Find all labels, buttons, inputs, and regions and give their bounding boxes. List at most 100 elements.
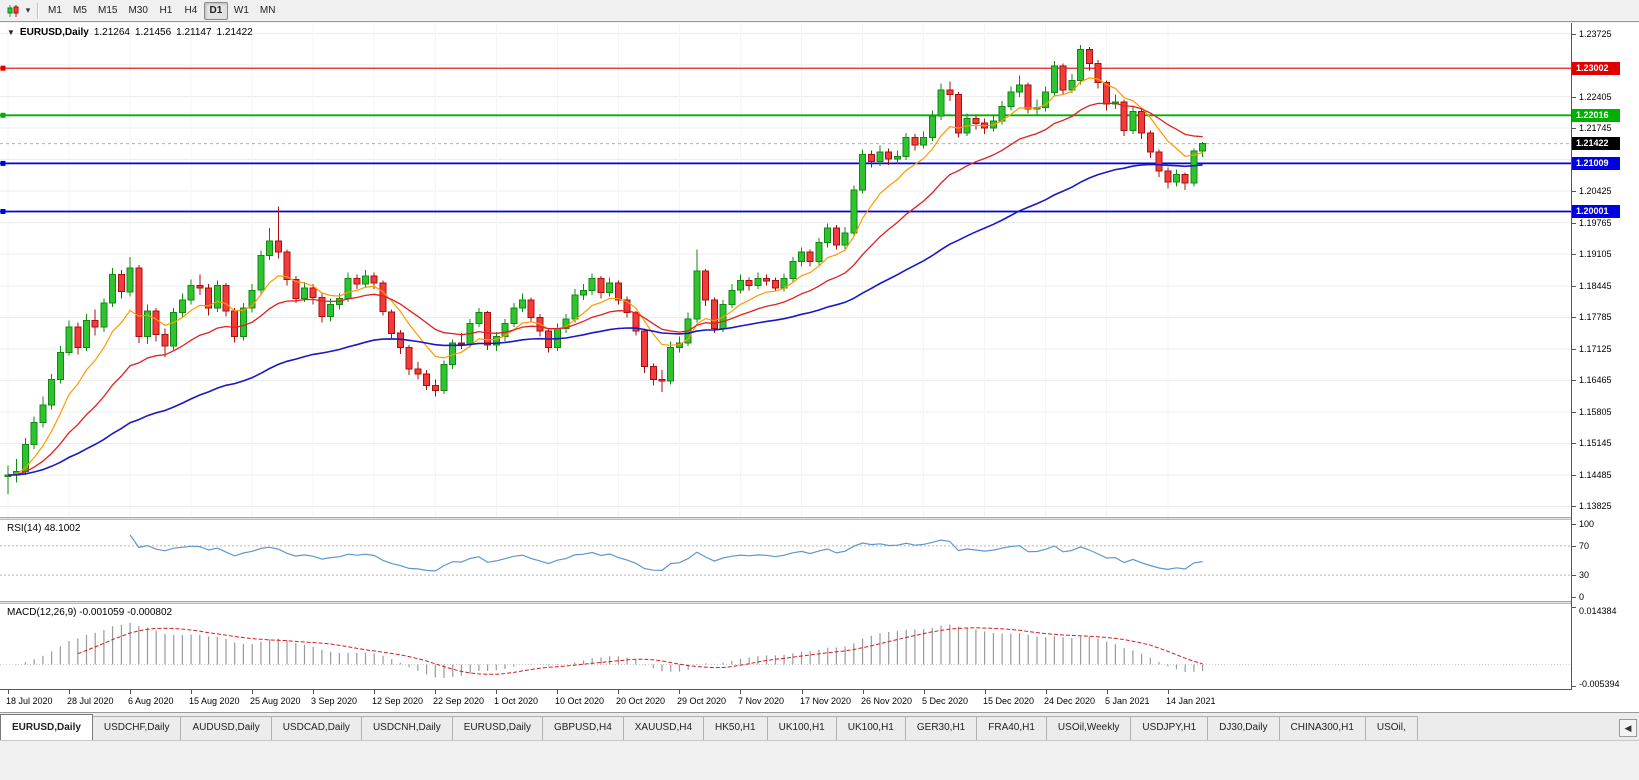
price-axis-tick: 1.13825 [1579,501,1612,512]
date-axis-tick-mark [740,690,741,694]
macd-axis-tick-mark [1572,607,1576,608]
status-bar [0,740,1639,780]
chart-tab[interactable]: GER30,H1 [904,716,978,740]
date-axis-tick-mark [863,690,864,694]
chart-tab[interactable]: USOil,Weekly [1045,716,1132,740]
price-chart-panel[interactable] [0,23,1572,517]
price-axis-tick: 1.19105 [1579,249,1612,260]
date-axis-tick-mark [679,690,680,694]
price-axis-tick-mark [1572,223,1576,224]
date-axis-label: 24 Dec 2020 [1044,696,1096,706]
hline-left-handle [0,209,6,214]
chart-tab[interactable]: UK100,H1 [835,716,906,740]
toolbar-dropdown-caret-icon[interactable]: ▾ [25,5,31,15]
chart-tab[interactable]: EURUSD,Daily [451,716,543,740]
date-axis-label: 15 Aug 2020 [189,696,240,706]
rsi-axis-tick-mark [1572,546,1576,547]
timeframe-button-h4[interactable]: H4 [184,4,198,16]
chart-symbol-label: EURUSD,Daily [19,27,89,38]
date-axis-tick-mark [985,690,986,694]
date-axis-label: 17 Nov 2020 [800,696,852,706]
chart-type-icon[interactable] [3,2,23,20]
timeframe-button-d1[interactable]: D1 [203,1,228,20]
chart-tab[interactable]: USDCNH,Daily [360,716,453,740]
date-axis-tick-mark [374,690,375,694]
rsi-axis-tick-mark [1572,575,1576,576]
price-badge: 1.22016 [1572,108,1620,122]
chart-tab[interactable]: HK50,H1 [703,716,768,740]
price-axis-tick: 0 [1579,592,1585,602]
price-axis-tick: 1.20425 [1579,186,1612,197]
horizontal-level-lines[interactable] [0,65,1572,214]
chart-tab[interactable]: UK100,H1 [766,716,837,740]
timeframe-button-m30[interactable]: M30 [128,4,148,16]
tab-scroll-left-button[interactable]: ◀ [1619,719,1637,737]
timeframe-button-m15[interactable]: M15 [98,4,118,16]
price-axis-tick-mark [1572,97,1576,98]
chart-tab[interactable]: XAUUSD,H4 [622,716,705,740]
price-axis-frame-line [1571,23,1572,690]
date-axis-label: 5 Dec 2020 [922,696,969,706]
moving-average-line-8 [7,77,1203,476]
timeframe-button-h1[interactable]: H1 [159,4,173,16]
chart-tab[interactable]: CHINA300,H1 [1278,716,1366,740]
chart-area: ▼ EURUSD,Daily 1.21264 1.21456 1.21147 1… [0,23,1639,712]
timeframe-button-w1[interactable]: W1 [233,4,249,16]
price-axis-tick: 1.18445 [1579,280,1612,291]
chart-tab[interactable]: EURUSD,Daily [0,714,93,740]
date-axis-tick-mark [924,690,925,694]
price-axis[interactable]: 1.23725 1.22405 1.21745 1.20425 1.19765 1.191… [1572,23,1639,690]
price-badge: 1.20001 [1572,204,1620,218]
price-axis-tick: 1.21745 [1579,123,1612,134]
chart-tab[interactable]: FRA40,H1 [976,716,1047,740]
chart-tab[interactable]: USDJPY,H1 [1130,716,1209,740]
price-axis-tick: 100 [1579,519,1595,529]
price-axis-tick: 1.16465 [1579,375,1612,386]
date-axis-label: 29 Oct 2020 [677,696,727,706]
hline-left-handle [0,65,6,71]
date-axis-label: 7 Nov 2020 [738,696,785,706]
timeframe-button-m5[interactable]: M5 [73,4,87,16]
chart-tab[interactable]: USOil, [1364,716,1418,740]
candles-series [4,45,1207,495]
timeframe-button-m1[interactable]: M1 [48,4,62,16]
price-axis-tick-mark [1572,191,1576,192]
macd-indicator-label: MACD(12,26,9) -0.001059 -0.000802 [7,607,173,618]
moving-average-line-20 [7,102,1203,476]
price-axis-tick: 1.17785 [1579,312,1612,323]
date-axis-label: 12 Sep 2020 [372,696,424,706]
price-axis-tick: 1.19765 [1579,217,1612,228]
panel-separator[interactable] [0,517,1639,520]
rsi-indicator-panel[interactable] [0,520,1572,601]
date-axis-label: 6 Aug 2020 [128,696,174,706]
price-axis-tick: 30 [1579,570,1590,581]
macd-indicator-panel[interactable] [0,604,1572,689]
symbol-dropdown-icon[interactable]: ▼ [7,28,15,37]
date-axis-label: 26 Nov 2020 [861,696,913,706]
date-axis-frame-line [0,689,1639,690]
price-axis-tick-mark [1572,380,1576,381]
price-axis-tick-mark [1572,286,1576,287]
chart-tab[interactable]: USDCHF,Daily [91,716,182,740]
date-axis[interactable]: 18 Jul 2020 28 Jul 2020 6 Aug 2020 15 Aug 2… [0,690,1639,712]
price-axis-tick-mark [1572,506,1576,507]
ohlc-low: 1.21147 [176,27,212,38]
panel-separator[interactable] [0,601,1639,604]
price-badge: 1.21422 [1572,137,1620,151]
macd-signal-line [77,627,1203,675]
date-axis-tick-mark [802,690,803,694]
price-axis-tick-mark [1572,254,1576,255]
date-axis-label: 28 Jul 2020 [67,696,114,706]
chart-ohlc-header: ▼ EURUSD,Daily 1.21264 1.21456 1.21147 1… [7,27,253,38]
price-axis-tick: 1.22405 [1579,91,1612,102]
chart-tab[interactable]: GBPUSD,H4 [541,716,624,740]
date-axis-tick-mark [313,690,314,694]
date-axis-tick-mark [496,690,497,694]
chart-tab[interactable]: USDCAD,Daily [270,716,362,740]
date-axis-label: 25 Aug 2020 [250,696,301,706]
timeframe-button-mn[interactable]: MN [259,4,276,16]
date-axis-tick-mark [1046,690,1047,694]
chart-tab[interactable]: DJ30,Daily [1207,716,1280,740]
chart-tab[interactable]: AUDUSD,Daily [180,716,272,740]
